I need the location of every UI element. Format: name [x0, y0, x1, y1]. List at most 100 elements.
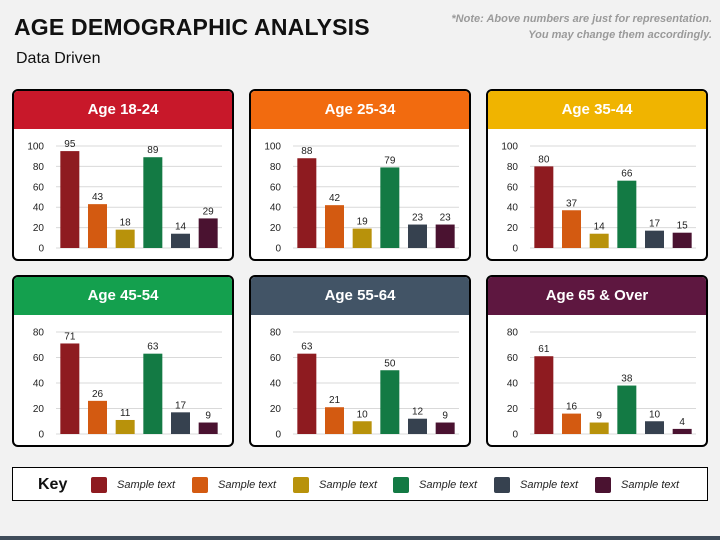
data-label: 37: [566, 198, 578, 209]
y-tick-label: 0: [512, 430, 518, 441]
page-title: AGE DEMOGRAPHIC ANALYSIS: [14, 14, 370, 40]
y-tick-label: 0: [275, 430, 281, 441]
key-legend: Key Sample text Sample text Sample text …: [12, 467, 708, 501]
bar: [435, 224, 455, 248]
bar-chart: 0 20 40 60 80 63 21 10 50 12 9: [270, 328, 459, 441]
y-tick-label: 100: [264, 142, 281, 153]
chart-title: Age 45-54: [14, 277, 232, 315]
chart-panel-age-25-34: Age 25-34 0 20 40 60 80 100 88 42 19 79 23 23: [249, 89, 471, 261]
data-label: 19: [357, 217, 369, 228]
data-label: 12: [412, 407, 424, 418]
bar: [60, 343, 80, 434]
chart-panel-age-65-over: Age 65 & Over 0 20 40 60 80 61 16 9 38 10 4: [486, 275, 708, 447]
y-tick-label: 40: [33, 203, 45, 214]
chart-panel-age-45-54: Age 45-54 0 20 40 60 80 71 26 11 63 17 9: [12, 275, 234, 447]
key-swatch: [595, 477, 611, 493]
y-tick-label: 20: [507, 223, 519, 234]
data-label: 23: [440, 213, 452, 224]
y-tick-label: 80: [270, 328, 282, 339]
data-label: 38: [621, 374, 633, 385]
data-label: 23: [412, 213, 424, 224]
bar: [325, 205, 344, 248]
bar: [534, 356, 554, 434]
data-label: 89: [147, 145, 159, 156]
bar-chart: 0 20 40 60 80 100 95 43 18 89 14 29: [27, 139, 222, 255]
y-tick-label: 40: [33, 379, 45, 390]
y-tick-label: 60: [507, 353, 519, 364]
chart-title: Age 55-64: [251, 277, 469, 315]
chart-title: Age 18-24: [14, 91, 232, 129]
bar: [672, 232, 692, 248]
chart-title: Age 25-34: [251, 91, 469, 129]
bar: [352, 228, 372, 248]
bar: [171, 412, 190, 434]
y-tick-label: 60: [270, 353, 282, 364]
y-tick-label: 80: [270, 162, 282, 173]
bar: [198, 218, 218, 248]
bar: [589, 422, 609, 434]
bar: [115, 229, 135, 248]
y-tick-label: 80: [33, 162, 45, 173]
data-label: 9: [205, 411, 211, 422]
key-label: Sample text: [520, 479, 579, 491]
bar-chart: 0 20 40 60 80 61 16 9 38 10 4: [507, 328, 696, 441]
bar: [143, 353, 163, 434]
note-line-2: You may change them accordingly.: [528, 29, 712, 41]
data-label: 50: [384, 358, 396, 369]
data-label: 4: [679, 417, 685, 428]
bar-chart: 0 20 40 60 80 100 80 37 14 66 17 15: [501, 142, 696, 255]
key-label: Sample text: [117, 479, 176, 491]
data-label: 61: [538, 344, 550, 355]
data-label: 14: [175, 222, 187, 233]
data-label: 79: [384, 155, 396, 166]
key-title: Key: [38, 476, 68, 493]
key-swatch: [293, 477, 309, 493]
data-label: 66: [621, 169, 633, 180]
y-tick-label: 80: [507, 162, 519, 173]
data-label: 63: [147, 342, 159, 353]
key-label: Sample text: [419, 479, 478, 491]
y-tick-label: 80: [507, 328, 519, 339]
key-swatch: [393, 477, 409, 493]
bar: [617, 385, 637, 434]
data-label: 21: [329, 395, 341, 406]
bar: [325, 407, 344, 434]
bar: [297, 353, 317, 434]
y-tick-label: 40: [270, 379, 282, 390]
bar: [88, 204, 107, 248]
key-swatch: [91, 477, 107, 493]
bar: [617, 180, 637, 248]
key-label: Sample text: [621, 479, 680, 491]
key-swatch: [494, 477, 510, 493]
bar: [645, 230, 664, 248]
y-tick-label: 20: [33, 223, 45, 234]
y-tick-label: 40: [270, 203, 282, 214]
y-tick-label: 0: [275, 244, 281, 255]
y-tick-label: 20: [507, 404, 519, 415]
y-tick-label: 0: [512, 244, 518, 255]
data-label: 9: [596, 411, 602, 422]
data-label: 95: [64, 139, 76, 150]
chart-title: Age 65 & Over: [488, 277, 706, 315]
page-subtitle: Data Driven: [16, 50, 101, 67]
bar: [88, 400, 107, 434]
data-label: 80: [538, 154, 550, 165]
note: *Note: Above numbers are just for repres…: [382, 11, 712, 43]
data-label: 71: [64, 331, 76, 342]
bar: [297, 158, 317, 248]
bar-chart: 0 20 40 60 80 71 26 11 63 17 9: [33, 328, 222, 441]
y-tick-label: 40: [507, 203, 519, 214]
data-label: 17: [649, 219, 661, 230]
bar: [645, 421, 664, 434]
bar: [60, 151, 80, 248]
chart-panel-age-35-44: Age 35-44 0 20 40 60 80 100 80 37 14 66 17 15: [486, 89, 708, 261]
data-label: 18: [120, 218, 132, 229]
data-label: 43: [92, 192, 104, 203]
y-tick-label: 60: [33, 353, 45, 364]
y-tick-label: 20: [270, 404, 282, 415]
y-tick-label: 20: [270, 223, 282, 234]
data-label: 14: [594, 222, 606, 233]
y-tick-label: 80: [33, 328, 45, 339]
bar: [408, 224, 427, 248]
bar: [115, 419, 135, 434]
